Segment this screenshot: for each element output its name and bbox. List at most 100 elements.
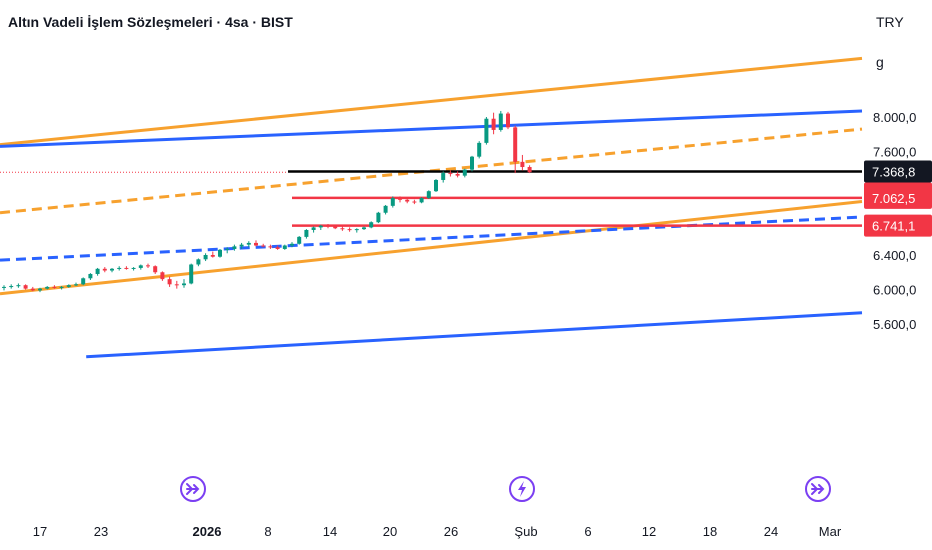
unit-label[interactable]: g — [876, 54, 884, 70]
candle — [189, 263, 194, 285]
candle — [268, 244, 273, 249]
candle — [498, 110, 503, 132]
candle — [462, 168, 467, 178]
candle — [527, 165, 532, 174]
event-split-icon[interactable] — [180, 476, 206, 502]
x-tick-label: 12 — [642, 524, 656, 539]
candle — [9, 284, 14, 289]
candle — [45, 286, 50, 290]
y-tick-label: 7.600,0 — [873, 145, 916, 160]
candle — [491, 112, 496, 135]
candle — [405, 198, 410, 204]
candle — [304, 229, 309, 239]
candle — [218, 248, 222, 258]
trendline-upper-channel-top[interactable] — [0, 56, 863, 147]
x-tick-label: 23 — [94, 524, 108, 539]
chart-title: Altın Vadeli İşlem Sözleşmeleri · 4sa · … — [8, 14, 293, 30]
candle — [16, 283, 21, 288]
candle — [282, 244, 287, 250]
candle — [520, 154, 525, 171]
candle — [160, 271, 165, 281]
candle — [117, 266, 122, 271]
x-tick-label: 8 — [264, 524, 271, 539]
candle — [88, 273, 93, 281]
trendlines — [0, 56, 863, 359]
candle — [419, 197, 424, 204]
event-split-icon[interactable] — [805, 476, 831, 502]
candle — [354, 228, 359, 233]
candle — [477, 141, 482, 159]
y-tick-label: 8.000,0 — [873, 110, 916, 125]
candle — [455, 171, 460, 178]
x-tick-label: 20 — [383, 524, 397, 539]
candle — [412, 199, 417, 205]
candle — [81, 277, 86, 286]
x-axis: 17 23 2026 8 14 20 26 Şub 6 12 18 24 Mar — [33, 524, 842, 539]
candle — [326, 223, 330, 229]
x-tick-label: 2026 — [193, 524, 222, 539]
candle — [484, 117, 489, 145]
candle — [318, 224, 323, 230]
trendline-blue-channel-bottom[interactable] — [86, 311, 863, 359]
candle — [311, 226, 316, 233]
candle — [102, 267, 107, 273]
x-tick-label: 17 — [33, 524, 47, 539]
candle — [174, 280, 179, 289]
candle — [110, 267, 114, 273]
candle — [290, 242, 294, 248]
candle — [390, 196, 395, 208]
price-badge: 6.741,1 — [864, 214, 932, 237]
trendline-upper-channel-bottom[interactable] — [0, 200, 863, 296]
candle — [347, 227, 352, 232]
candle — [210, 251, 215, 258]
x-tick-label: 26 — [444, 524, 458, 539]
candle — [376, 211, 381, 224]
x-tick-label: 18 — [703, 524, 717, 539]
candle — [398, 196, 402, 203]
trendline-blue-channel-top[interactable] — [0, 109, 863, 148]
candle — [232, 244, 237, 251]
candle — [74, 282, 78, 287]
candle — [261, 243, 266, 248]
horizontal-levels — [0, 170, 862, 227]
candle — [470, 155, 474, 172]
candle — [369, 221, 374, 229]
candle — [38, 287, 42, 293]
y-tick-label: 5.600,0 — [873, 317, 916, 332]
candle — [383, 204, 388, 215]
candle — [513, 125, 518, 174]
x-tick-label: Şub — [514, 524, 537, 539]
currency-label[interactable]: TRY — [876, 14, 904, 30]
trendline-blue-channel-mid[interactable] — [0, 215, 863, 262]
candle — [275, 245, 280, 250]
candle — [448, 170, 453, 177]
candle — [333, 224, 338, 230]
event-markers — [180, 476, 831, 502]
candle — [153, 265, 158, 274]
candle — [2, 285, 6, 291]
candle — [434, 179, 438, 193]
candle — [297, 236, 302, 245]
candle — [182, 279, 186, 288]
x-tick-label: Mar — [819, 524, 842, 539]
candle — [239, 242, 244, 249]
candle — [95, 267, 100, 276]
candle — [362, 226, 366, 230]
candle — [340, 226, 345, 231]
candle — [66, 284, 71, 288]
candle — [203, 253, 208, 262]
y-tick-label: 6.000,0 — [873, 283, 916, 298]
candle — [246, 241, 251, 248]
candle — [30, 286, 35, 292]
x-tick-label: 6 — [584, 524, 591, 539]
candle — [138, 264, 143, 270]
svg-text:6.741,1: 6.741,1 — [872, 219, 915, 234]
candle — [254, 240, 258, 247]
event-bolt-icon[interactable] — [509, 476, 535, 502]
candles — [2, 110, 532, 293]
candle — [146, 263, 150, 268]
x-tick-label: 14 — [323, 524, 337, 539]
candle — [441, 171, 446, 183]
candle — [506, 111, 510, 130]
